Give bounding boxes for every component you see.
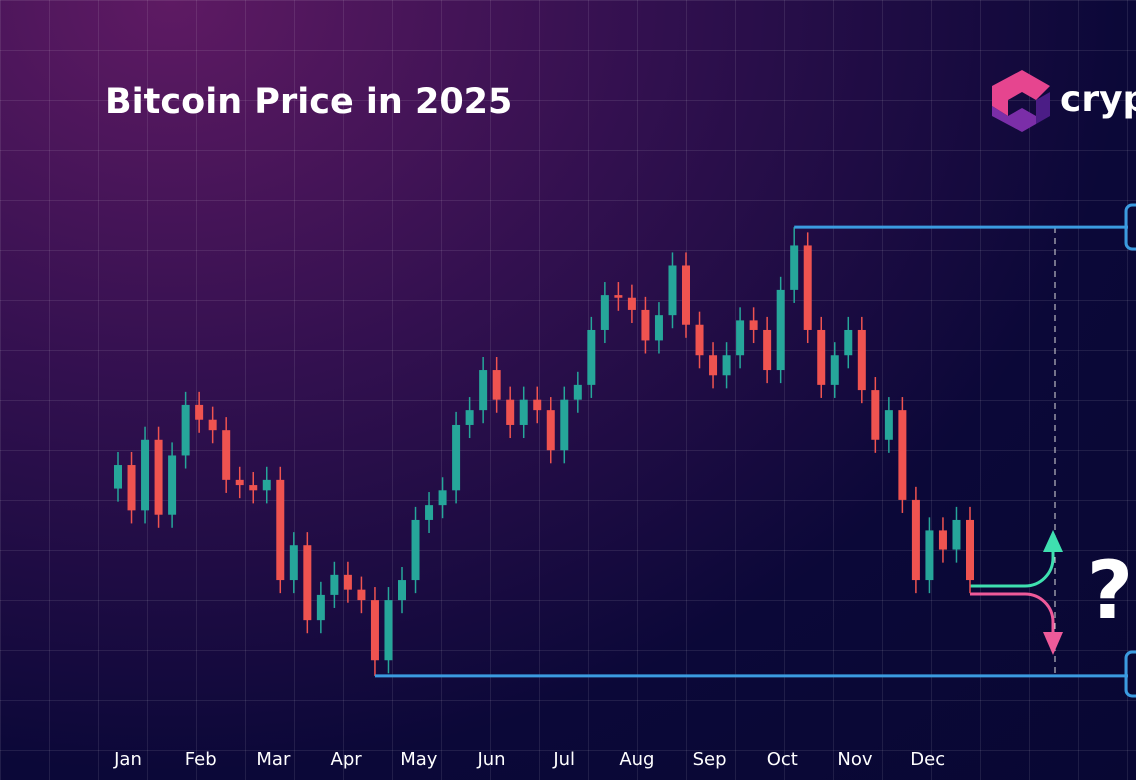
candle-body bbox=[195, 404, 204, 420]
annotation: ? bbox=[1087, 544, 1133, 637]
candle-body bbox=[465, 410, 474, 425]
candle-body bbox=[411, 519, 420, 581]
candle-body bbox=[546, 410, 555, 451]
candle-body bbox=[736, 320, 745, 356]
x-tick-label: Aug bbox=[619, 749, 654, 770]
candle-body bbox=[533, 399, 542, 411]
candle-body bbox=[614, 295, 623, 298]
candle-body bbox=[830, 355, 839, 385]
candle-body bbox=[208, 419, 217, 431]
x-tick-label: Apr bbox=[331, 749, 363, 770]
up-arrowhead bbox=[1043, 530, 1063, 552]
candle-body bbox=[749, 320, 758, 330]
down-arrowhead bbox=[1043, 632, 1063, 655]
candle-body bbox=[127, 465, 136, 511]
x-tick-label: Feb bbox=[185, 749, 217, 770]
candle-body bbox=[506, 399, 515, 425]
candle-body bbox=[790, 245, 799, 290]
candle-body bbox=[425, 505, 434, 520]
x-tick-label: May bbox=[400, 749, 438, 770]
candle-body bbox=[763, 329, 772, 371]
candle-body bbox=[668, 265, 677, 316]
candle-body bbox=[641, 309, 650, 341]
candle-body bbox=[654, 315, 663, 341]
candle-body bbox=[573, 384, 582, 400]
candle-body bbox=[600, 295, 609, 330]
candle-body bbox=[803, 245, 812, 330]
candle-body bbox=[181, 404, 190, 456]
candle-body bbox=[262, 479, 271, 491]
candle-body bbox=[519, 399, 528, 425]
candle-body bbox=[682, 265, 690, 325]
x-tick-label: Oct bbox=[767, 749, 798, 770]
candle-body bbox=[722, 355, 731, 376]
candle-body bbox=[492, 370, 501, 400]
candle-body bbox=[452, 424, 461, 491]
candle-body bbox=[249, 485, 258, 491]
candle-body bbox=[560, 399, 569, 451]
candle-body bbox=[289, 545, 298, 581]
candle-body bbox=[938, 530, 947, 550]
candle-body bbox=[370, 600, 379, 661]
bracket bbox=[1124, 650, 1136, 698]
x-tick-label: Jul bbox=[552, 749, 575, 770]
logo-text: crypt bbox=[1060, 79, 1136, 120]
candle-body bbox=[114, 465, 122, 489]
candle-body bbox=[857, 329, 866, 391]
x-tick-label: Dec bbox=[910, 749, 945, 770]
x-tick-label: Sep bbox=[693, 749, 727, 770]
candle-body bbox=[966, 519, 974, 581]
chart-title: Bitcoin Price in 2025 bbox=[105, 82, 512, 122]
x-tick-label: Jan bbox=[113, 749, 142, 770]
candle-body bbox=[343, 574, 352, 590]
candle-body bbox=[776, 289, 785, 371]
candle-body bbox=[925, 530, 934, 581]
candle-body bbox=[627, 297, 636, 310]
candle-body bbox=[222, 430, 231, 480]
candle-body bbox=[479, 370, 488, 411]
candle-body bbox=[587, 329, 596, 385]
candle-body bbox=[844, 329, 853, 356]
candle-body bbox=[438, 490, 447, 506]
candle-body bbox=[884, 410, 893, 440]
candle-body bbox=[709, 355, 718, 376]
candle-body bbox=[695, 324, 704, 356]
candle-body bbox=[330, 574, 339, 595]
candle-body bbox=[276, 479, 285, 581]
down-arrow bbox=[970, 592, 1055, 634]
candle-body bbox=[154, 439, 163, 515]
candle-body bbox=[357, 589, 366, 601]
candle-body bbox=[316, 594, 325, 621]
x-tick-label: Jun bbox=[476, 749, 505, 770]
candle-body bbox=[898, 410, 907, 500]
candle-body bbox=[398, 580, 406, 601]
logo-mark bbox=[992, 70, 1050, 132]
candle-body bbox=[911, 499, 920, 581]
candle-body bbox=[141, 439, 150, 511]
candle-body bbox=[384, 600, 393, 661]
candle-body bbox=[303, 545, 312, 621]
candle-body bbox=[817, 329, 826, 385]
up-arrow bbox=[970, 548, 1055, 588]
candle-body bbox=[952, 519, 961, 550]
candle-body bbox=[871, 390, 880, 440]
x-tick-label: Mar bbox=[256, 749, 291, 770]
candle-body bbox=[168, 455, 177, 515]
candle-body bbox=[235, 479, 244, 486]
x-tick-label: Nov bbox=[837, 749, 872, 770]
